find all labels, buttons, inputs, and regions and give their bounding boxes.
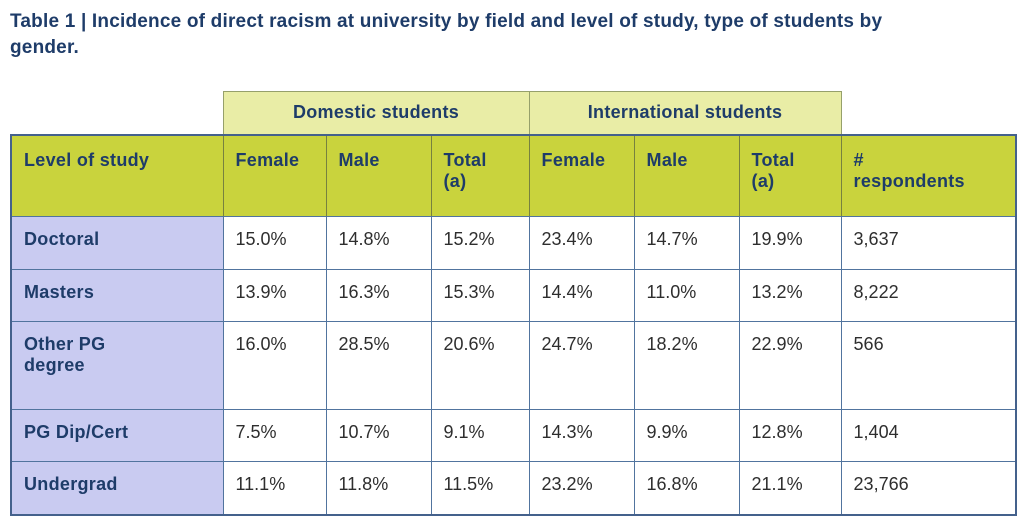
row-label: PG Dip/Cert: [10, 409, 224, 462]
table-cell: 15.2%: [430, 216, 530, 270]
table-cell: 14.4%: [528, 269, 635, 322]
table-cell: 8,222: [840, 269, 1018, 322]
table-cell: 11.1%: [222, 461, 327, 516]
corner-spacer-left: [11, 91, 223, 135]
column-header-level-of-study: Level of study: [10, 133, 224, 217]
table-cell: 13.9%: [222, 269, 327, 322]
table-cell: 13.2%: [738, 269, 842, 322]
table-cell: 18.2%: [633, 321, 740, 410]
table-row-pg-dip-cert: PG Dip/Cert 7.5% 10.7% 9.1% 14.3% 9.9% 1…: [10, 409, 1018, 462]
table-cell: 15.0%: [222, 216, 327, 270]
table-cell: 20.6%: [430, 321, 530, 410]
table-cell: 11.0%: [633, 269, 740, 322]
data-table: Domestic students International students…: [10, 91, 1018, 516]
table-cell: 11.5%: [430, 461, 530, 516]
table-cell: 16.0%: [222, 321, 327, 410]
group-header-domestic: Domestic students: [222, 91, 530, 135]
table-cell: 10.7%: [325, 409, 432, 462]
row-label: Undergrad: [10, 461, 224, 516]
table-title: Table 1 | Incidence of direct racism at …: [10, 11, 883, 58]
table-cell: 11.8%: [325, 461, 432, 516]
table-cell: 12.8%: [738, 409, 842, 462]
table-cell: 16.3%: [325, 269, 432, 322]
table-cell: 23.2%: [528, 461, 635, 516]
table-cell: 9.9%: [633, 409, 740, 462]
column-header-respondents: # respondents: [840, 133, 1018, 217]
table-cell: 19.9%: [738, 216, 842, 270]
row-label: Other PG degree: [10, 321, 224, 410]
row-label: Doctoral: [10, 216, 224, 270]
group-header-row: Domestic students International students: [11, 91, 1017, 135]
table-cell: 14.8%: [325, 216, 432, 270]
table-row-masters: Masters 13.9% 16.3% 15.3% 14.4% 11.0% 13…: [10, 269, 1018, 322]
table-cell: 28.5%: [325, 321, 432, 410]
column-header-domestic-female: Female: [222, 133, 327, 217]
table-cell: 1,404: [840, 409, 1018, 462]
table-cell: 21.1%: [738, 461, 842, 516]
column-header-international-female: Female: [528, 133, 635, 217]
column-header-row: Level of study Female Male Total (a) Fem…: [10, 133, 1018, 217]
table-cell: 566: [840, 321, 1018, 410]
table-cell: 24.7%: [528, 321, 635, 410]
table-cell: 9.1%: [430, 409, 530, 462]
column-header-international-male: Male: [633, 133, 740, 217]
table-row-undergrad: Undergrad 11.1% 11.8% 11.5% 23.2% 16.8% …: [10, 461, 1018, 516]
table-row-other-pg-degree: Other PG degree 16.0% 28.5% 20.6% 24.7% …: [10, 321, 1018, 410]
group-header-international: International students: [528, 91, 842, 135]
corner-spacer-right: [841, 91, 1017, 135]
table-cell: 3,637: [840, 216, 1018, 270]
table-cell: 15.3%: [430, 269, 530, 322]
table-cell: 23.4%: [528, 216, 635, 270]
table-row-doctoral: Doctoral 15.0% 14.8% 15.2% 23.4% 14.7% 1…: [10, 216, 1018, 270]
table-cell: 14.3%: [528, 409, 635, 462]
table-cell: 23,766: [840, 461, 1018, 516]
row-label: Masters: [10, 269, 224, 322]
column-header-domestic-total: Total (a): [430, 133, 530, 217]
table-cell: 14.7%: [633, 216, 740, 270]
column-header-domestic-male: Male: [325, 133, 432, 217]
table-cell: 16.8%: [633, 461, 740, 516]
table-cell: 7.5%: [222, 409, 327, 462]
table-cell: 22.9%: [738, 321, 842, 410]
column-header-international-total: Total (a): [738, 133, 842, 217]
